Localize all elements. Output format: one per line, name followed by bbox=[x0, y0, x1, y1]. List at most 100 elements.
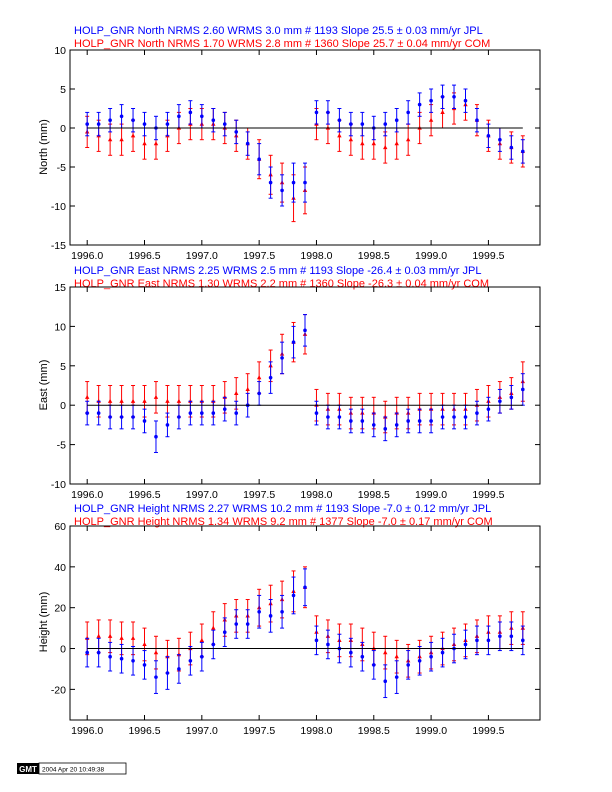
height-series-jpl bbox=[85, 568, 525, 699]
north-data-point bbox=[326, 110, 330, 115]
east-x-tick-label: 1996.5 bbox=[128, 489, 160, 501]
height-data-point bbox=[107, 633, 113, 638]
north-data-point bbox=[303, 180, 307, 185]
gmt-timestamp-stamp: GMT 2004 Apr 20 10:49:38 bbox=[17, 762, 127, 775]
north-data-point bbox=[131, 118, 135, 122]
height-data-point bbox=[142, 663, 147, 667]
north-data-point bbox=[200, 114, 204, 119]
east-data-point bbox=[131, 415, 135, 419]
north-data-point bbox=[245, 141, 250, 146]
height-y-tick-label: 40 bbox=[54, 562, 66, 574]
east-data-point bbox=[349, 419, 353, 423]
east-x-tick-label: 1998.0 bbox=[300, 489, 332, 501]
height-data-point bbox=[429, 654, 433, 659]
north-x-tick-label: 1997.0 bbox=[186, 250, 218, 262]
east-series-jpl bbox=[85, 314, 525, 453]
east-data-point bbox=[280, 356, 284, 360]
north-data-point bbox=[360, 141, 365, 146]
north-data-point bbox=[142, 141, 147, 146]
north-axes: 1996.0 1996.5 1997.0 1997.5 1998.0 1998.5 1999… bbox=[51, 45, 541, 262]
height-data-point bbox=[119, 656, 124, 661]
north-data-point bbox=[268, 180, 273, 185]
height-axes: 1996.0 1996.5 1997.0 1997.5 1998.0 1998.5 1999… bbox=[51, 521, 541, 737]
height-data-point bbox=[509, 634, 514, 639]
east-x-tick-label: 1999.5 bbox=[472, 489, 504, 501]
height-data-point bbox=[130, 635, 136, 640]
height-data-point bbox=[475, 638, 479, 643]
height-data-point bbox=[200, 654, 204, 659]
east-data-point bbox=[463, 415, 468, 419]
east-y-tick-label: 0 bbox=[60, 400, 66, 412]
north-series-jpl bbox=[85, 84, 525, 207]
height-data-point bbox=[360, 654, 365, 659]
east-data-point bbox=[119, 398, 124, 403]
east-data-point bbox=[245, 386, 250, 392]
east-data-point bbox=[314, 411, 319, 415]
height-y-tick-label: -20 bbox=[51, 684, 66, 696]
height-data-point bbox=[245, 622, 250, 626]
height-data-point bbox=[85, 650, 89, 655]
gmt-logo: GMT bbox=[19, 765, 37, 774]
north-data-point bbox=[96, 122, 101, 126]
east-data-point bbox=[154, 434, 158, 439]
east-data-point bbox=[337, 415, 342, 419]
east-y-tick-label: 5 bbox=[60, 361, 66, 373]
east-data-point bbox=[234, 390, 239, 395]
height-data-point bbox=[280, 609, 284, 614]
east-data-point bbox=[440, 415, 445, 419]
east-y-tick-label: -5 bbox=[57, 440, 66, 452]
height-data-point bbox=[303, 585, 307, 590]
north-x-tick-label: 1996.5 bbox=[128, 250, 160, 262]
east-panel: HOLP_GNR East NRMS 2.25 WRMS 2.5 mm # 11… bbox=[38, 265, 541, 501]
east-data-point bbox=[176, 398, 182, 403]
east-data-point bbox=[165, 398, 170, 403]
east-data-point bbox=[234, 411, 239, 415]
height-data-point bbox=[154, 675, 158, 679]
north-title-jpl: HOLP_GNR North NRMS 2.60 WRMS 3.0 mm # 1… bbox=[74, 25, 483, 37]
north-ylabel: North (mm) bbox=[38, 119, 50, 175]
east-data-point bbox=[85, 411, 89, 415]
height-data-point bbox=[394, 675, 399, 679]
north-data-point bbox=[348, 137, 354, 142]
north-y-tick-label: 10 bbox=[54, 45, 66, 57]
east-data-point bbox=[142, 419, 147, 423]
height-data-point bbox=[119, 635, 124, 640]
east-data-point bbox=[394, 423, 399, 427]
north-data-point bbox=[108, 118, 112, 122]
north-title-com: HOLP_GNR North NRMS 1.70 WRMS 2.8 mm # 1… bbox=[74, 38, 490, 50]
east-data-point bbox=[177, 415, 181, 419]
height-data-point bbox=[349, 650, 353, 655]
north-data-point bbox=[107, 137, 113, 142]
north-data-point bbox=[188, 110, 193, 115]
height-x-tick-label: 1998.5 bbox=[358, 725, 390, 737]
north-data-point bbox=[234, 130, 239, 134]
east-data-point bbox=[153, 394, 159, 399]
height-x-tick-label: 1997.0 bbox=[186, 725, 218, 737]
east-data-point bbox=[222, 407, 227, 411]
north-x-tick-label: 1999.0 bbox=[415, 250, 447, 262]
height-data-point bbox=[326, 642, 330, 647]
height-data-point bbox=[142, 641, 147, 647]
height-x-tick-label: 1997.5 bbox=[243, 725, 275, 737]
height-x-tick-label: 1999.0 bbox=[415, 725, 447, 737]
height-x-tick-label: 1999.5 bbox=[472, 725, 504, 737]
north-x-tick-label: 1998.0 bbox=[300, 250, 332, 262]
north-data-point bbox=[360, 122, 365, 126]
height-data-point bbox=[108, 654, 112, 659]
height-data-point bbox=[234, 622, 239, 626]
north-data-point bbox=[383, 145, 388, 150]
east-data-point bbox=[452, 415, 456, 419]
north-data-point bbox=[452, 95, 456, 99]
north-data-point bbox=[521, 149, 525, 154]
north-x-tick-label: 1999.5 bbox=[472, 250, 504, 262]
height-data-point bbox=[417, 658, 422, 663]
east-data-point bbox=[211, 411, 216, 415]
north-data-point bbox=[383, 122, 388, 126]
height-data-point bbox=[153, 650, 159, 655]
height-ylabel: Height (mm) bbox=[38, 592, 50, 653]
east-data-point bbox=[498, 399, 502, 404]
east-data-point bbox=[360, 419, 365, 423]
height-data-point bbox=[131, 658, 135, 663]
height-data-point bbox=[383, 650, 388, 655]
east-data-point bbox=[291, 340, 296, 344]
